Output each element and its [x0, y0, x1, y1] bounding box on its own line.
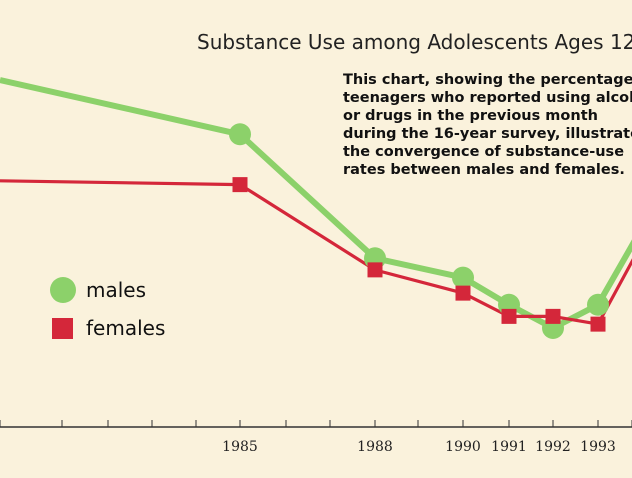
chart-caption: This chart, showing the percentage teena… — [343, 71, 632, 179]
caption-line: or drugs in the previous month — [343, 108, 598, 124]
caption-line: rates between males and females. — [343, 162, 625, 178]
x-tick-label: 1990 — [445, 439, 481, 455]
legend-marks — [50, 277, 76, 339]
data-point-females — [501, 308, 517, 324]
series-markers — [229, 123, 609, 339]
data-point-females — [232, 177, 248, 193]
legend-marker-males — [50, 277, 76, 303]
x-tick-label: 1985 — [222, 439, 258, 455]
data-point-males — [229, 123, 251, 146]
data-point-females — [455, 285, 471, 301]
caption-line: during the 16-year survey, illustrate — [343, 126, 632, 142]
legend-label-males: males — [86, 278, 147, 302]
data-point-males — [452, 266, 474, 289]
legend-label-females: females — [86, 316, 166, 340]
caption-line: the convergence of substance-use — [343, 144, 625, 160]
x-tick-label: 1992 — [535, 439, 571, 455]
legend-marker-females — [52, 318, 73, 339]
x-tick-label: 1988 — [357, 439, 393, 455]
data-point-females — [590, 316, 606, 332]
x-tick-label: 1991 — [491, 439, 527, 455]
data-point-males — [587, 293, 609, 316]
caption-line: This chart, showing the percentage — [343, 72, 632, 88]
x-axis: 1985198819901991199219931 — [0, 420, 632, 455]
caption-line: teenagers who reported using alcol — [343, 90, 632, 106]
x-tick-label: 1993 — [580, 439, 616, 455]
chart-title: Substance Use among Adolescents Ages 12 … — [197, 30, 632, 54]
data-point-females — [545, 308, 561, 324]
data-point-females — [367, 262, 383, 278]
